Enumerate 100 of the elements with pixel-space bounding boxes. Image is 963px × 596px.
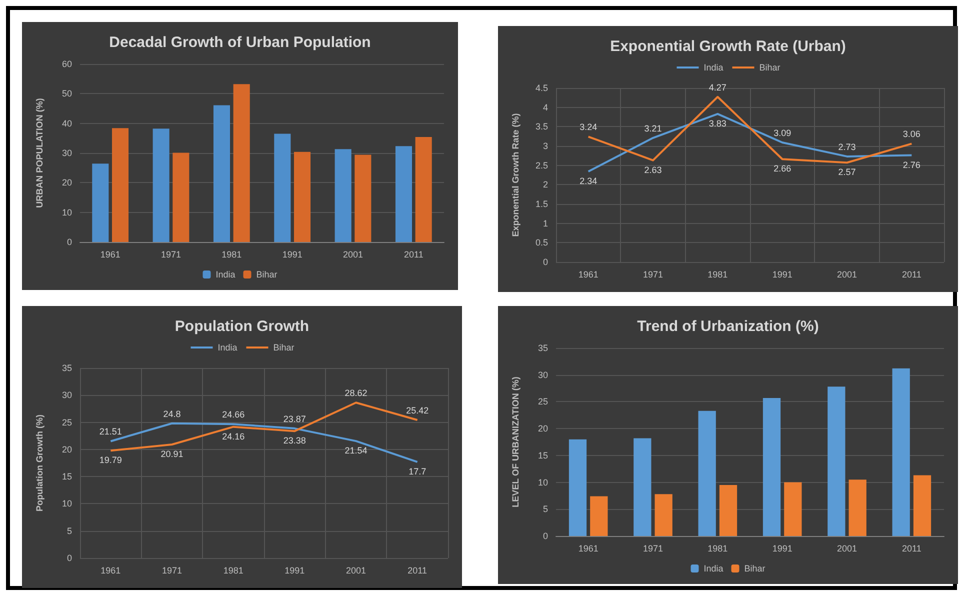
data-label: 3.83 [708,118,726,128]
x-tick-label: 1971 [162,566,182,576]
y-tick-label: 30 [538,370,548,380]
x-tick-label: 2011 [902,270,922,280]
data-label: 2.57 [838,167,856,178]
legend-label: Bihar [744,564,766,574]
data-label: 3.21 [644,123,662,134]
legend-label: India [704,564,724,574]
data-label: 17.7 [408,466,426,476]
data-label: 23.87 [283,414,306,424]
y-tick-label: 2.5 [535,160,548,170]
x-tick-label: 1991 [772,544,792,554]
data-label: 25.42 [406,406,429,416]
x-tick-label: 2011 [404,250,424,260]
x-tick-label: 1991 [284,566,305,576]
y-tick-label: 20 [62,444,72,454]
x-tick-label: 2001 [342,250,364,260]
bar [892,368,910,536]
data-label: 20.91 [160,448,184,459]
y-tick-label: 40 [62,118,72,128]
chart-title: Exponential Growth Rate (Urban) [610,38,846,55]
x-tick-label: 2011 [408,566,428,576]
x-tick-label: 2001 [836,544,858,554]
bar [698,410,716,536]
bar [92,164,109,242]
y-tick-label: 3.5 [535,122,548,132]
x-tick-label: 1991 [772,270,792,280]
y-tick-label: 0 [66,553,72,563]
data-label: 2.63 [644,164,662,175]
bar [634,438,652,536]
y-tick-label: 50 [62,88,72,99]
x-tick-label: 1981 [708,270,728,280]
data-label: 2.76 [902,160,920,170]
x-tick-label: 1971 [160,250,182,260]
data-label: 21.54 [344,446,368,456]
bar [590,496,608,536]
chart-title: Trend of Urbanization (%) [637,318,819,335]
data-label: 24.16 [222,431,245,442]
data-label: 24.66 [222,410,245,420]
bar [913,475,932,536]
x-tick-label: 1981 [222,250,242,260]
bar [848,480,866,536]
bar [112,128,129,242]
y-tick-label: 60 [62,59,72,69]
bar [233,84,250,242]
y-tick-label: 20 [62,178,72,188]
bar [395,146,412,242]
data-label: 21.51 [99,426,122,437]
x-tick-label: 1961 [578,544,598,554]
x-tick-label: 1961 [100,566,121,576]
x-tick-label: 2001 [836,270,858,280]
bar [294,152,311,242]
x-tick-label: 1971 [642,270,664,280]
bar [415,136,432,242]
x-tick-label: 1981 [708,544,728,554]
legend-label: India [704,62,724,72]
legend-label: India [216,270,236,280]
y-tick-label: 0 [542,257,548,267]
bar [274,134,291,242]
y-tick-label: 1 [542,218,548,228]
y-tick-label: 20 [538,424,548,434]
bar [568,439,587,536]
y-axis-title: Population Growth (%) [34,414,44,512]
data-label: 2.34 [580,176,598,186]
y-tick-label: 15 [538,450,548,460]
bar [719,484,738,536]
y-tick-label: 10 [62,207,72,218]
y-tick-label: 10 [538,477,548,488]
y-tick-label: 2 [542,180,548,190]
legend-label: India [218,342,238,352]
bar [654,494,672,536]
y-tick-label: 25 [62,417,72,428]
data-label: 3.09 [774,128,792,138]
y-tick-label: 0 [66,237,72,247]
data-label: 2.73 [838,142,856,152]
data-label: 19.79 [99,455,122,466]
y-axis-title: LEVEL OF URBANIZATION (%) [510,376,520,508]
data-label: 3.06 [902,129,920,140]
y-tick-label: 25 [538,396,548,407]
y-axis-title: URBAN POPULATION (%) [34,98,44,208]
data-label: 28.62 [344,388,368,398]
y-tick-label: 4.5 [535,83,548,93]
y-tick-label: 30 [62,148,72,158]
x-tick-label: 1971 [642,544,664,554]
data-label: 23.38 [283,436,306,446]
y-tick-label: 10 [62,498,72,509]
legend-label: Bihar [256,270,278,280]
bar [172,152,190,242]
data-label: 24.8 [163,408,181,419]
y-tick-label: 5 [66,526,72,536]
bar [152,128,170,242]
x-tick-label: 1961 [100,250,120,260]
y-tick-label: 35 [62,363,72,373]
legend-label: Bihar [759,62,780,72]
y-tick-label: 3 [542,141,548,151]
x-tick-label: 1981 [223,566,244,576]
y-tick-label: 1.5 [535,199,548,209]
legend-label: Bihar [273,342,294,352]
y-tick-label: 0.5 [535,238,548,248]
x-tick-label: 2011 [902,544,922,554]
